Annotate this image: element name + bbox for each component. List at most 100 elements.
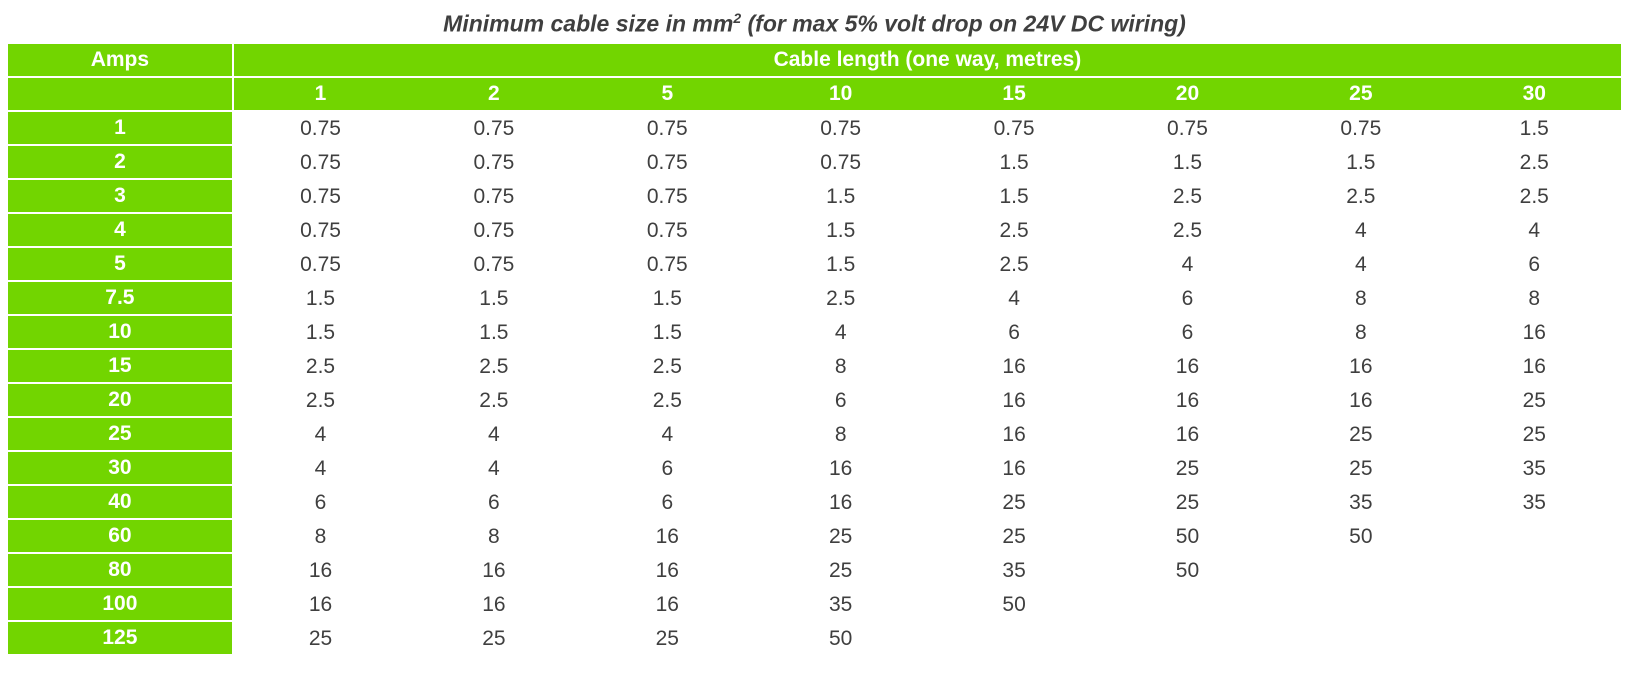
cable-size-cell: 4 <box>234 452 407 486</box>
cable-size-cell: 25 <box>1448 384 1621 418</box>
table-row: 202.52.52.5616161625 <box>8 384 1621 418</box>
cable-size-cell: 4 <box>1448 214 1621 248</box>
cable-size-cell: 25 <box>1101 486 1274 520</box>
cable-size-cell: 6 <box>581 452 754 486</box>
cable-size-cell: 35 <box>1448 452 1621 486</box>
table-header: Amps Cable length (one way, metres) 1251… <box>8 44 1621 112</box>
cable-size-cell: 2.5 <box>234 350 407 384</box>
length-col-header: 20 <box>1101 78 1274 112</box>
cable-size-cell: 1.5 <box>234 316 407 350</box>
cable-size-cell: 50 <box>927 588 1100 622</box>
amps-value: 40 <box>8 486 234 520</box>
cable-size-cell <box>1448 520 1621 554</box>
cable-size-cell: 16 <box>234 554 407 588</box>
cable-size-cell: 2.5 <box>1448 146 1621 180</box>
cable-size-cell: 0.75 <box>581 146 754 180</box>
cable-size-cell: 6 <box>581 486 754 520</box>
cable-size-cell: 4 <box>407 418 580 452</box>
cable-size-cell: 0.75 <box>581 112 754 146</box>
cable-size-cell: 16 <box>581 554 754 588</box>
amps-value: 25 <box>8 418 234 452</box>
cable-size-cell: 35 <box>1274 486 1447 520</box>
cable-size-cell: 25 <box>1274 418 1447 452</box>
cable-size-cell: 8 <box>1274 282 1447 316</box>
amps-value: 30 <box>8 452 234 486</box>
cable-size-cell: 4 <box>407 452 580 486</box>
cable-size-cell: 16 <box>927 350 1100 384</box>
cable-size-cell: 0.75 <box>234 214 407 248</box>
cable-size-cell: 25 <box>754 554 927 588</box>
amps-value: 60 <box>8 520 234 554</box>
cable-size-cell: 25 <box>927 520 1100 554</box>
cable-size-cell: 8 <box>754 350 927 384</box>
length-col-header: 30 <box>1448 78 1621 112</box>
table-row: 60881625255050 <box>8 520 1621 554</box>
cable-size-cell: 16 <box>1448 350 1621 384</box>
cable-size-cell: 2.5 <box>581 350 754 384</box>
cable-size-cell: 2.5 <box>1274 180 1447 214</box>
cable-size-table: Amps Cable length (one way, metres) 1251… <box>8 44 1621 656</box>
cable-size-cell: 16 <box>927 452 1100 486</box>
cable-size-cell: 0.75 <box>234 112 407 146</box>
cable-size-cell: 35 <box>1448 486 1621 520</box>
cable-size-cell: 0.75 <box>581 248 754 282</box>
cable-size-cell: 2.5 <box>234 384 407 418</box>
cable-size-cell: 0.75 <box>234 146 407 180</box>
length-header: Cable length (one way, metres) <box>234 44 1621 78</box>
cable-size-cell: 0.75 <box>407 112 580 146</box>
cable-size-cell: 25 <box>234 622 407 656</box>
cable-size-cell: 16 <box>581 588 754 622</box>
cable-size-cell: 2.5 <box>407 384 580 418</box>
table-row: 20.750.750.750.751.51.51.52.5 <box>8 146 1621 180</box>
cable-size-cell: 0.75 <box>407 180 580 214</box>
cable-size-cell: 50 <box>754 622 927 656</box>
table-title: Minimum cable size in mm2 (for max 5% vo… <box>8 10 1621 38</box>
table-row: 1001616163550 <box>8 588 1621 622</box>
cable-size-cell: 2.5 <box>1101 180 1274 214</box>
amps-header: Amps <box>8 44 234 78</box>
table-row: 406661625253535 <box>8 486 1621 520</box>
cable-size-cell: 16 <box>754 486 927 520</box>
cable-size-cell: 6 <box>754 384 927 418</box>
cable-size-cell: 25 <box>1448 418 1621 452</box>
cable-size-cell: 8 <box>1274 316 1447 350</box>
cable-size-cell: 4 <box>1101 248 1274 282</box>
cable-size-cell <box>1101 622 1274 656</box>
cable-size-cell: 35 <box>754 588 927 622</box>
table-row: 40.750.750.751.52.52.544 <box>8 214 1621 248</box>
table-row: 10.750.750.750.750.750.750.751.5 <box>8 112 1621 146</box>
cable-size-cell: 0.75 <box>1274 112 1447 146</box>
cable-size-cell: 2.5 <box>1448 180 1621 214</box>
cable-size-cell: 1.5 <box>581 282 754 316</box>
amps-value: 7.5 <box>8 282 234 316</box>
cable-size-cell: 35 <box>927 554 1100 588</box>
length-col-header: 2 <box>407 78 580 112</box>
cable-size-cell: 8 <box>1448 282 1621 316</box>
cable-size-cell: 0.75 <box>407 248 580 282</box>
cable-size-cell: 16 <box>407 588 580 622</box>
cable-size-cell: 6 <box>407 486 580 520</box>
cable-size-cell: 4 <box>581 418 754 452</box>
table-row: 30.750.750.751.51.52.52.52.5 <box>8 180 1621 214</box>
table-body: 10.750.750.750.750.750.750.751.520.750.7… <box>8 112 1621 656</box>
cable-size-cell: 0.75 <box>754 146 927 180</box>
cable-size-cell: 25 <box>754 520 927 554</box>
cable-size-cell: 6 <box>234 486 407 520</box>
length-col-header: 5 <box>581 78 754 112</box>
cable-size-cell <box>1274 588 1447 622</box>
cable-size-cell <box>1448 554 1621 588</box>
cable-size-cell <box>927 622 1100 656</box>
cable-size-cell: 0.75 <box>754 112 927 146</box>
cable-size-cell: 0.75 <box>927 112 1100 146</box>
cable-size-cell: 0.75 <box>407 214 580 248</box>
cable-size-cell: 6 <box>1101 316 1274 350</box>
amps-value: 5 <box>8 248 234 282</box>
cable-size-cell: 16 <box>1101 418 1274 452</box>
cable-size-cell: 1.5 <box>1274 146 1447 180</box>
length-col-header: 25 <box>1274 78 1447 112</box>
cable-size-cell: 1.5 <box>754 248 927 282</box>
cable-size-cell: 2.5 <box>927 248 1100 282</box>
cable-size-cell: 0.75 <box>581 180 754 214</box>
cable-size-cell: 1.5 <box>1101 146 1274 180</box>
cable-size-cell: 0.75 <box>407 146 580 180</box>
